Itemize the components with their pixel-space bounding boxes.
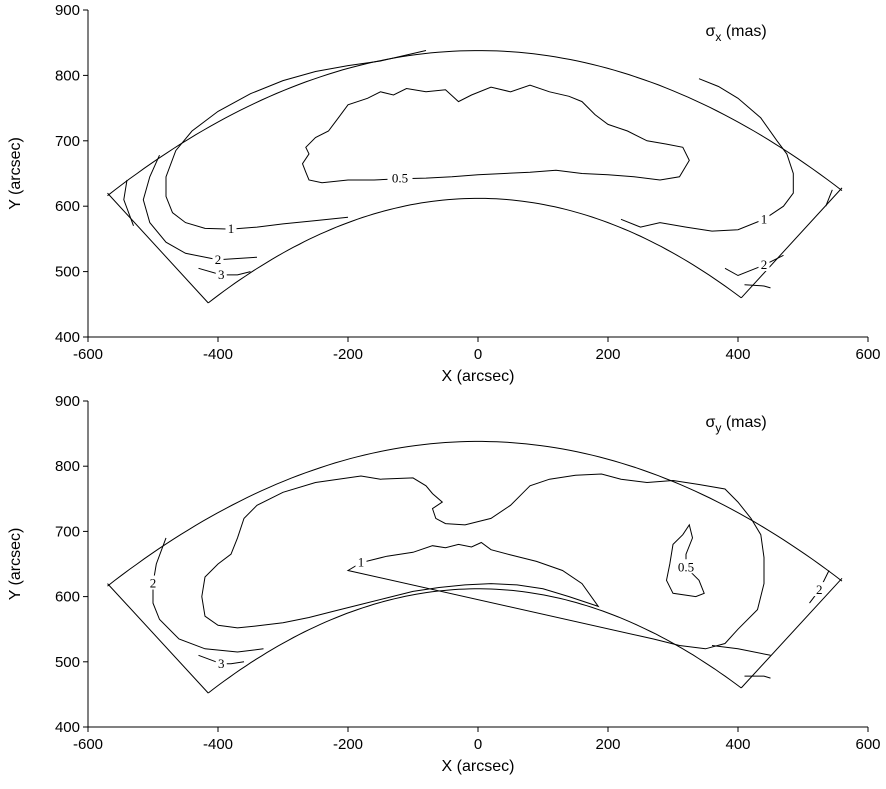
y-tick-label: 400 [55, 719, 80, 736]
x-tick-label: -600 [73, 736, 103, 753]
contour-label-bg [673, 559, 699, 574]
contour-label: 0.5 [392, 171, 408, 186]
contour-label-bg [758, 211, 770, 226]
x-tick-label: 0 [474, 736, 482, 753]
contour-line-6 [744, 675, 771, 679]
contour-line-7 [198, 267, 251, 276]
x-tick-label: -400 [203, 346, 233, 363]
x-tick-label: -200 [333, 346, 363, 363]
y-tick-label: 900 [55, 2, 80, 19]
x-tick-label: 400 [725, 736, 750, 753]
contour-label: 0.5 [678, 559, 694, 574]
contour-label-bg [813, 582, 825, 597]
contour-label-bg [147, 575, 159, 590]
contour-line-3 [152, 537, 264, 653]
contour-label-bg [355, 554, 367, 569]
contour-label: 1 [358, 555, 365, 570]
boundary-inner-arc [207, 588, 742, 694]
boundary-right-edge [740, 577, 843, 689]
contour-label-bg [387, 170, 413, 185]
contour-label: 2 [215, 252, 222, 267]
y-tick-label: 600 [55, 198, 80, 215]
y-tick-label: 500 [55, 654, 80, 671]
x-tick-label: -200 [333, 736, 363, 753]
boundary-right-edge [740, 187, 843, 299]
boundary-inner-arc [207, 197, 742, 304]
contour-label-bg [215, 655, 227, 670]
boundary-left-edge [107, 192, 209, 304]
boundary-outer-arc [107, 440, 843, 587]
panel-title: σx (mas) [706, 23, 767, 44]
panel-2: -600 -400 -200 0 200 400 600 400 500 600 700 800 900… [7, 393, 881, 775]
y-tick-label: 700 [55, 523, 80, 540]
contour-line-1 [301, 84, 690, 184]
x-tick-label: -400 [203, 736, 233, 753]
y-tick-label: 600 [55, 589, 80, 606]
y-axis-title: Y (arcsec) [7, 137, 24, 210]
panel-1: -600 -400 -200 0 200 400 600 400 500 600 700 800 900… [7, 2, 881, 385]
contour-label-bg [758, 257, 770, 272]
x-tick-label: 200 [595, 346, 620, 363]
contour-line-2 [665, 523, 705, 598]
x-tick-label: 0 [474, 346, 482, 363]
contour-line-9 [825, 189, 833, 207]
y-tick-label: 700 [55, 133, 80, 150]
contour-label-bg [225, 221, 237, 236]
x-tick-label: 600 [855, 346, 880, 363]
contour-label-bg [212, 251, 224, 266]
contour-line-3 [620, 78, 794, 232]
contour-label: 2 [761, 257, 768, 272]
x-axis-title: X (arcsec) [442, 758, 515, 775]
y-tick-label: 900 [55, 393, 80, 410]
x-tick-label: 600 [855, 736, 880, 753]
contour-label: 2 [816, 582, 823, 597]
y-axis-title: Y (arcsec) [7, 528, 24, 601]
x-tick-label: 200 [595, 736, 620, 753]
contour-label-bg [215, 266, 227, 281]
y-tick-label: 500 [55, 264, 80, 281]
contour-line-4 [142, 154, 258, 261]
contour-line-1 [201, 473, 765, 650]
x-tick-label: 400 [725, 346, 750, 363]
contour-line-6 [744, 284, 771, 289]
x-axis-title: X (arcsec) [442, 368, 515, 385]
boundary-outer-arc [107, 50, 843, 197]
contour-label: 2 [150, 576, 157, 591]
contour-label: 1 [228, 221, 235, 236]
y-tick-label: 800 [55, 67, 80, 84]
boundary-left-edge [107, 583, 209, 694]
x-tick-label: -600 [73, 346, 103, 363]
contour-line-7 [711, 645, 771, 656]
panel-title: σy (mas) [706, 414, 767, 435]
y-tick-label: 400 [55, 329, 80, 346]
contour-label: 1 [761, 211, 768, 226]
contour-label: 3 [218, 656, 225, 671]
y-tick-label: 800 [55, 458, 80, 475]
contour-label: 3 [218, 267, 225, 282]
contour-line-5 [724, 254, 784, 277]
contour-line-8 [123, 179, 134, 226]
contour-line-2 [165, 50, 427, 230]
